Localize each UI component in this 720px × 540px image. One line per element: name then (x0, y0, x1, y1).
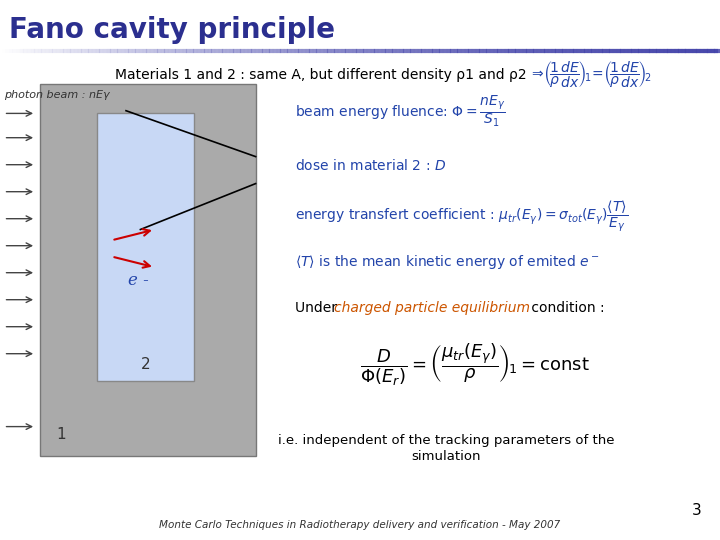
Text: energy transfert coefficient : $\mu_{tr}(E_\gamma)=\sigma_{tot}(E_\gamma)\dfrac{: energy transfert coefficient : $\mu_{tr}… (295, 198, 629, 234)
Text: Monte Carlo Techniques in Radiotherapy delivery and verification - May 2007: Monte Carlo Techniques in Radiotherapy d… (159, 520, 561, 530)
Text: Fano cavity principle: Fano cavity principle (9, 16, 335, 44)
Text: 3: 3 (692, 503, 702, 518)
Text: Under: Under (295, 301, 341, 315)
Text: i.e. independent of the tracking parameters of the: i.e. independent of the tracking paramet… (278, 434, 615, 447)
Bar (97, 113, 194, 381)
Text: charged particle equilibrium: charged particle equilibrium (334, 301, 530, 315)
Text: condition :: condition : (527, 301, 605, 315)
Bar (40, 84, 256, 456)
Text: $\Rightarrow\!\left(\!\dfrac{1}{\rho}\dfrac{dE}{dx}\!\right)_{\!1}\!=\!\left(\!\: $\Rightarrow\!\left(\!\dfrac{1}{\rho}\df… (529, 59, 652, 90)
Text: $\dfrac{D}{\Phi(E_r)}=\left(\dfrac{\mu_{tr}(E_\gamma)}{\rho}\right)_{\!1}=\mathr: $\dfrac{D}{\Phi(E_r)}=\left(\dfrac{\mu_{… (360, 341, 590, 388)
Text: beam energy fluence: $\Phi=\dfrac{nE_\gamma}{S_1}$: beam energy fluence: $\Phi=\dfrac{nE_\ga… (295, 94, 505, 130)
Text: simulation: simulation (412, 450, 481, 463)
Text: 1: 1 (56, 427, 66, 442)
Text: $\langle T\rangle$ is the mean kinetic energy of emited $e^-$: $\langle T\rangle$ is the mean kinetic e… (295, 253, 600, 271)
Text: photon beam : nEγ: photon beam : nEγ (4, 90, 109, 99)
Text: e -: e - (128, 272, 148, 289)
Text: Materials 1 and 2 : same A, but different density ρ1 and ρ2: Materials 1 and 2 : same A, but differen… (115, 68, 527, 82)
Text: 2: 2 (140, 357, 150, 372)
Text: dose in material 2 : $D$: dose in material 2 : $D$ (295, 158, 446, 173)
